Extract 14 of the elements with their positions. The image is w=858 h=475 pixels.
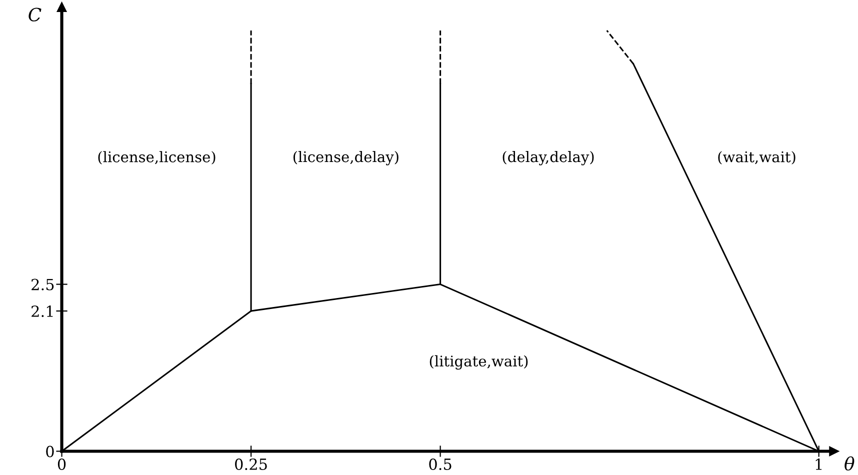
annotation: (license,license) [98,151,216,164]
x-tick-label: 1 [816,458,822,470]
annotation: (delay,delay) [502,150,594,166]
annotation: (litigate,wait) [430,355,528,370]
x-axis-title: θ [844,456,854,470]
annotation: (license,delay) [293,150,398,166]
x-tick-label: 0.5 [429,458,452,470]
y-tick-label: 0 [46,446,54,458]
x-tick-label: 0 [58,458,66,470]
y-axis-title: C [28,8,42,22]
annotation: (wait,wait) [718,151,796,164]
y-tick-label: 2.5 [32,278,54,290]
y-tick-label: 2.1 [32,305,53,318]
x-tick-label: 0.25 [235,458,267,470]
